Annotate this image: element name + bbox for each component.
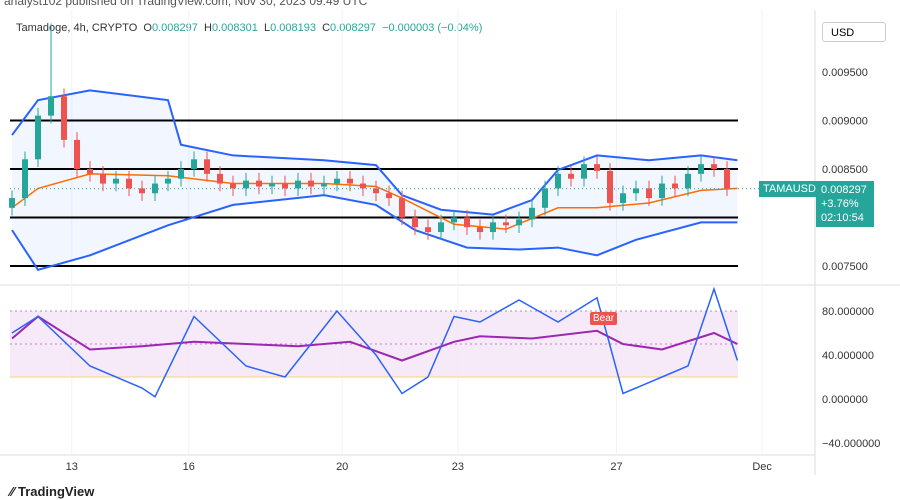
symbol-price-tag: TAMAUSD xyxy=(759,181,820,197)
candle-body xyxy=(191,159,197,169)
candle-body xyxy=(113,178,119,184)
change-value: −0.000003 (−0.04%) xyxy=(382,22,483,34)
candle-body xyxy=(646,188,652,199)
rsi-line xyxy=(11,286,739,398)
publisher-line: analyst102 published on TradingView.com,… xyxy=(4,0,368,8)
price-tick-label: 0.007500 xyxy=(822,261,868,273)
x-tick-label: 13 xyxy=(66,461,78,473)
rsi-tick-label: 40.000000 xyxy=(822,350,874,362)
candle-body xyxy=(633,188,639,194)
candle-body xyxy=(620,193,626,203)
x-tick-label: 16 xyxy=(183,461,195,473)
candle-body xyxy=(243,180,249,189)
candle-body xyxy=(126,178,132,189)
last-price-tag: 0.008297 +3.76% 02:10:54 xyxy=(816,181,874,227)
candle-body xyxy=(425,227,431,233)
currency-button[interactable]: USD xyxy=(822,22,886,42)
candle-body xyxy=(672,183,678,189)
candle-body xyxy=(490,222,496,233)
candle-body xyxy=(477,227,483,233)
candle-body xyxy=(607,170,613,203)
candle-body xyxy=(399,198,405,218)
candle-body xyxy=(542,188,548,208)
rsi-ma-line xyxy=(11,315,738,362)
candle-body xyxy=(581,164,587,179)
candle-body xyxy=(360,183,366,189)
candle-body xyxy=(451,217,457,223)
candle-body xyxy=(711,164,717,169)
price-tick-label: 0.008500 xyxy=(822,164,868,176)
footer-text: TradingView xyxy=(17,484,95,499)
candle-body xyxy=(464,217,470,228)
candle-body xyxy=(347,178,353,184)
candle-body xyxy=(178,169,184,179)
candle-body xyxy=(503,222,509,226)
close-value: 0.008297 xyxy=(330,22,376,34)
candle-body xyxy=(412,217,418,228)
candle-body xyxy=(48,96,54,116)
last-price: 0.008297 xyxy=(821,184,867,196)
x-tick-label: 23 xyxy=(452,461,464,473)
candle-body xyxy=(386,193,392,199)
rsi-tick-label: 0.000000 xyxy=(822,394,868,406)
high-value: 0.008301 xyxy=(211,22,258,34)
candle-body xyxy=(321,183,327,187)
low-value: 0.008193 xyxy=(270,22,316,34)
rsi-tick-label: −40.000000 xyxy=(822,438,880,450)
candle-body xyxy=(373,188,379,194)
x-tick-label: 20 xyxy=(336,461,348,473)
price-tick-label: 0.009500 xyxy=(822,67,868,79)
tradingview-logo: ⁄⁄ TradingView xyxy=(10,484,95,499)
candle-body xyxy=(659,183,665,199)
candle-body xyxy=(295,180,301,189)
candle-body xyxy=(87,169,93,174)
candle-body xyxy=(22,159,28,199)
open-label: O xyxy=(143,22,152,34)
candle-body xyxy=(282,183,288,189)
close-label: C xyxy=(322,22,331,34)
candle-body xyxy=(165,178,171,184)
candle-body xyxy=(568,173,574,179)
candle-body xyxy=(438,222,444,233)
bollinger-fill xyxy=(12,90,738,270)
chart-canvas[interactable]: 13 16 20 23 27 Dec 0.009500 0.009000 0.008500 0.0… xyxy=(0,0,900,480)
price-tick-label: 0.009000 xyxy=(822,116,868,128)
candle-body xyxy=(724,169,730,189)
candle-body xyxy=(204,159,210,174)
candle-body xyxy=(269,183,275,187)
bar-countdown: 02:10:54 xyxy=(821,212,864,224)
symbol-label[interactable]: Tamadoge, 4h, CRYPTO xyxy=(16,22,138,34)
candle-body xyxy=(35,115,41,160)
ohlc-legend: Tamadoge, 4h, CRYPTO O0.008297 H0.008301… xyxy=(16,22,482,34)
x-tick-label: Dec xyxy=(752,461,772,473)
candle-body xyxy=(516,219,522,226)
open-value: 0.008297 xyxy=(151,22,198,34)
candle-body xyxy=(74,139,80,169)
price-change: +3.76% xyxy=(821,198,859,210)
candle-body xyxy=(685,173,691,189)
candle-body xyxy=(529,207,535,220)
candle-body xyxy=(217,173,223,184)
x-tick-label: 27 xyxy=(610,461,622,473)
candle-body xyxy=(308,180,314,187)
candle-body xyxy=(334,178,340,184)
candle-body xyxy=(61,96,67,140)
candle-body xyxy=(256,180,262,187)
high-label: H xyxy=(203,22,212,34)
bear-label: Bear xyxy=(590,312,618,325)
low-label: L xyxy=(263,22,271,34)
candle-body xyxy=(555,173,561,189)
candle-body xyxy=(698,164,704,174)
candle-body xyxy=(100,173,106,184)
candle-body xyxy=(594,164,600,171)
candle-body xyxy=(139,188,145,194)
candle-body xyxy=(230,183,236,189)
rsi-tick-label: 80.000000 xyxy=(822,306,874,318)
candle-body xyxy=(9,198,15,208)
